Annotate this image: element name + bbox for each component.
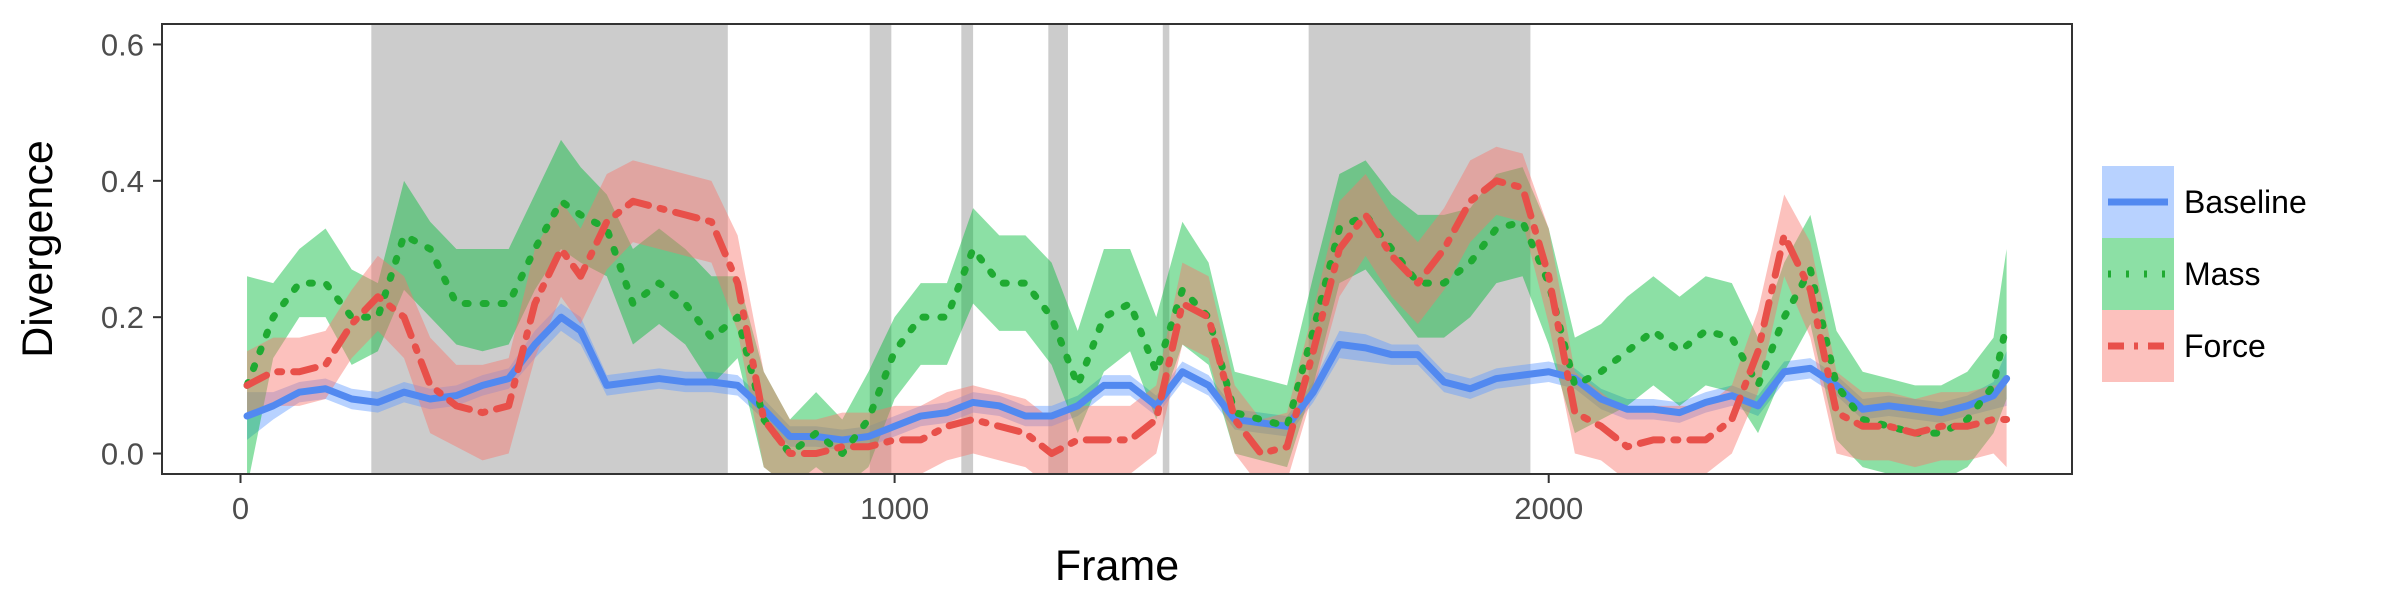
- shaded-region-2: [869, 24, 892, 474]
- legend-key-mass: [2102, 238, 2174, 310]
- shaded-region-4: [1048, 24, 1068, 474]
- y-tick-label: 0.0: [101, 437, 144, 472]
- x-tick-label: 1000: [860, 491, 929, 526]
- y-tick-label: 0.4: [101, 164, 144, 199]
- y-axis-title: Divergence: [14, 140, 62, 358]
- legend-label-force: Force: [2184, 328, 2266, 364]
- x-axis-title: Frame: [1055, 542, 1179, 590]
- x-tick-label: 0: [232, 491, 249, 526]
- shaded-region-5: [1162, 24, 1170, 474]
- legend-key-force: [2102, 310, 2174, 382]
- series-lines: [243, 177, 2011, 458]
- y-axis-ticks: 0.0 0.2 0.4 0.6: [101, 27, 162, 472]
- x-tick-label: 2000: [1514, 491, 1583, 526]
- force-series-line: [243, 177, 2011, 458]
- legend-label-mass: Mass: [2184, 256, 2260, 292]
- plot-panel-border: [161, 23, 2073, 475]
- baseline-confidence-band: [247, 303, 2007, 451]
- y-tick-label: 0.2: [101, 300, 144, 335]
- legend-key-baseline: [2102, 166, 2174, 238]
- legend-label-baseline: Baseline: [2184, 184, 2307, 220]
- x-axis-ticks: 0 1000 2000: [232, 474, 1583, 526]
- y-tick-label: 0.6: [101, 27, 144, 62]
- shaded-region-3: [961, 24, 974, 474]
- force-confidence-band: [247, 146, 2007, 474]
- baseline-series-line: [243, 313, 2011, 444]
- shaded-region-6: [1308, 24, 1531, 474]
- legend: Baseline Mass Force: [2102, 166, 2307, 382]
